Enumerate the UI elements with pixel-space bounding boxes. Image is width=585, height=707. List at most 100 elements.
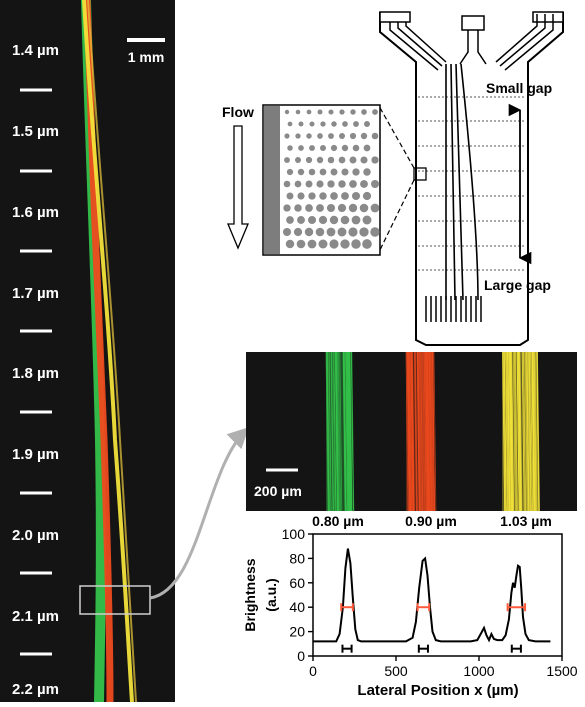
peak-label: 0.80 µm xyxy=(312,513,364,529)
pillar xyxy=(352,168,360,176)
pillar xyxy=(352,144,360,152)
pillar xyxy=(298,121,304,127)
band-streak xyxy=(503,351,507,512)
band-streak xyxy=(526,351,530,512)
pillar xyxy=(306,133,312,139)
pillar xyxy=(359,227,369,237)
band-streak xyxy=(424,351,427,512)
band-streak xyxy=(426,351,429,512)
band-streak xyxy=(336,351,340,512)
band-streak xyxy=(516,351,520,512)
band-streak xyxy=(512,351,516,512)
pillar xyxy=(316,156,324,164)
peak-label: 1.03 µm xyxy=(500,513,552,529)
band-streak xyxy=(525,351,529,512)
pillar xyxy=(328,109,334,115)
pillar xyxy=(287,145,293,151)
brightness-line xyxy=(313,548,551,643)
zoom-guide-line xyxy=(378,179,415,253)
band-streak xyxy=(411,351,415,512)
pillar xyxy=(294,156,302,164)
y-tick-label: 80 xyxy=(289,550,305,566)
pillar xyxy=(284,109,290,115)
band-streak xyxy=(524,351,528,512)
pillar xyxy=(370,203,380,213)
yellow-stream-edge xyxy=(87,0,137,703)
pillar xyxy=(316,180,324,188)
pillar xyxy=(319,144,327,152)
band-streak xyxy=(325,351,329,512)
band-streak xyxy=(334,351,338,512)
pillar-array-inset xyxy=(262,104,381,256)
band-streak xyxy=(534,351,538,512)
fluorescence-bands xyxy=(325,351,540,512)
pillar xyxy=(360,180,368,188)
pillar xyxy=(308,168,316,176)
gap-label: 2.0 µm xyxy=(12,527,59,544)
pillar xyxy=(326,227,336,237)
y-tick-label: 0 xyxy=(297,648,305,664)
pillar xyxy=(320,121,326,127)
pillar xyxy=(307,239,317,249)
pillar xyxy=(327,180,335,188)
band-streak xyxy=(531,351,535,512)
left-inlet-port xyxy=(379,11,411,23)
band-streak xyxy=(410,351,414,512)
microscope-image: 200 µm xyxy=(246,351,577,512)
band-streak xyxy=(348,351,352,512)
y-axis-label-line2: (a.u.) xyxy=(263,578,279,611)
x-tick-label: 1000 xyxy=(463,663,494,679)
band-streak xyxy=(421,351,425,512)
pillar xyxy=(296,239,306,249)
zoom-guide-line xyxy=(378,105,415,169)
band-streak xyxy=(420,351,423,512)
large-gap-label: Large gap xyxy=(484,277,551,293)
small-gap-label: Small gap xyxy=(486,80,552,96)
pillar xyxy=(317,109,323,115)
pillar xyxy=(340,215,350,225)
band-streak xyxy=(432,351,436,512)
pillar xyxy=(287,121,293,127)
pillar xyxy=(349,156,357,164)
pillar xyxy=(360,132,368,140)
pillar xyxy=(284,157,290,163)
band-streak xyxy=(409,351,413,512)
pillar xyxy=(330,168,338,176)
pillar xyxy=(338,132,346,140)
band-streak xyxy=(328,351,332,512)
pillar xyxy=(370,179,380,189)
pillar xyxy=(307,215,317,225)
peak-label: 0.90 µm xyxy=(405,513,457,529)
gap-label: 1.5 µm xyxy=(12,123,59,140)
pillar xyxy=(337,203,347,213)
particle-trajectories xyxy=(445,63,479,301)
pillar xyxy=(308,192,316,200)
band-streak xyxy=(429,351,433,512)
band-streak xyxy=(331,351,334,512)
band-streak xyxy=(506,351,509,512)
band-streak xyxy=(515,351,518,512)
band-streak xyxy=(344,351,347,512)
pillar xyxy=(317,133,323,139)
pillar xyxy=(309,145,315,151)
pillar xyxy=(282,227,292,237)
band-streak xyxy=(335,351,339,512)
pillar xyxy=(283,180,291,188)
chart-series-group xyxy=(313,548,551,653)
zoom-arrow xyxy=(149,427,250,600)
gap-label: 1.7 µm xyxy=(12,285,59,302)
band-streak xyxy=(405,351,409,512)
band-streak xyxy=(431,351,434,512)
right-inlet-port xyxy=(532,11,564,23)
pillar xyxy=(349,132,357,140)
band-streak xyxy=(426,351,430,512)
band-streak xyxy=(425,351,428,512)
pillar xyxy=(326,203,336,213)
pillar xyxy=(350,109,356,115)
pillar xyxy=(286,192,294,200)
band-streak xyxy=(528,351,532,512)
pillar xyxy=(305,204,313,212)
pillar xyxy=(371,132,379,140)
band-streak xyxy=(417,351,421,512)
